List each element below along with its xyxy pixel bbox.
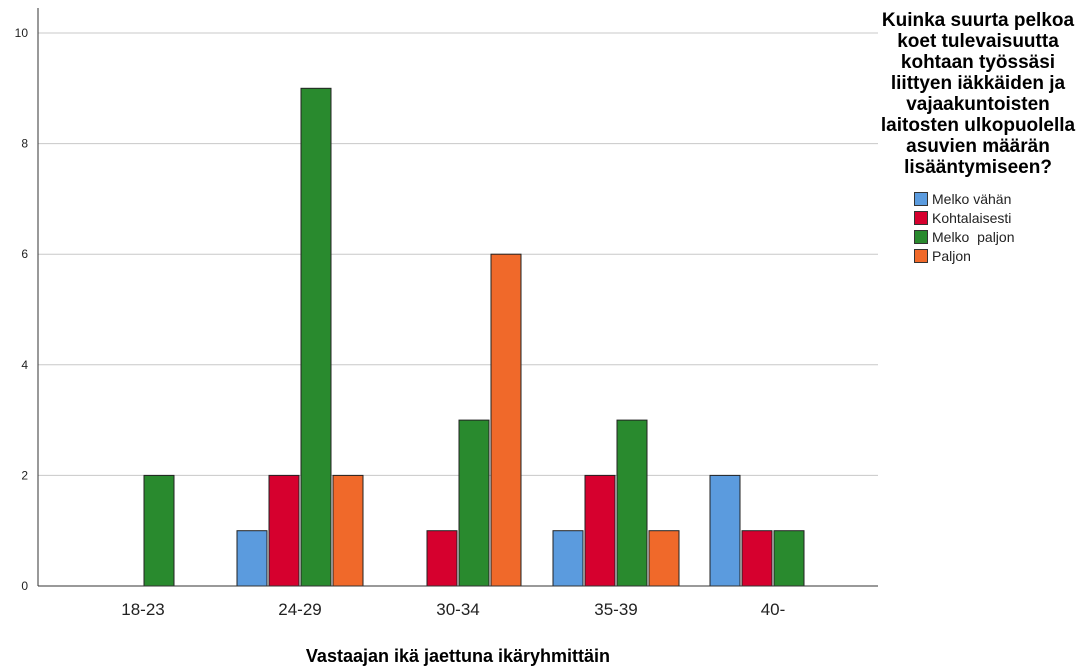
legend-item: Melko vähän — [914, 190, 1078, 208]
bar-35-39-3 — [648, 530, 680, 587]
x-tick-label: 40- — [761, 600, 786, 619]
bar-18-23-2 — [143, 474, 175, 587]
x-tick-label: 30-34 — [436, 600, 479, 619]
bar-24-29-2 — [300, 87, 332, 587]
bar-24-29-1 — [268, 474, 300, 587]
bar-40--2 — [773, 530, 805, 587]
legend-items: Melko vähän Kohtalaisesti Melko paljon Palj… — [878, 190, 1078, 265]
y-tick-label: 10 — [15, 26, 29, 40]
y-tick-labels: 0 2 4 6 8 10 — [15, 26, 29, 593]
x-axis-title: Vastaajan ikä jaettuna ikäryhmittäin — [306, 646, 610, 666]
legend: Kuinka suurta pelkoa koet tulevaisuutta … — [878, 10, 1078, 266]
legend-swatch — [914, 230, 928, 244]
x-tick-label: 18-23 — [121, 600, 164, 619]
y-tick-label: 8 — [21, 137, 28, 151]
x-tick-label: 24-29 — [278, 600, 321, 619]
legend-swatch — [914, 211, 928, 225]
legend-swatch — [914, 249, 928, 263]
x-tick-label: 35-39 — [594, 600, 637, 619]
legend-label: Kohtalaisesti — [932, 210, 1012, 226]
legend-title: Kuinka suurta pelkoa koet tulevaisuutta … — [880, 10, 1076, 178]
bars — [143, 87, 805, 587]
bar-35-39-2 — [616, 419, 648, 587]
legend-label: Paljon — [932, 248, 971, 264]
bar-24-29-0 — [236, 530, 268, 587]
legend-item: Paljon — [914, 247, 1078, 265]
y-tick-label: 0 — [21, 579, 28, 593]
legend-label: Melko vähän — [932, 191, 1012, 207]
x-tick-labels: 18-23 24-29 30-34 35-39 40- — [121, 600, 785, 619]
y-tick-label: 4 — [21, 358, 28, 372]
gridlines — [38, 32, 878, 476]
bar-30-34-3 — [490, 253, 522, 587]
bar-24-29-3 — [332, 474, 364, 587]
legend-label: Melko paljon — [932, 229, 1015, 245]
bar-40--1 — [741, 530, 773, 587]
legend-item: Kohtalaisesti — [914, 209, 1078, 227]
bar-30-34-2 — [458, 419, 490, 587]
y-tick-label: 2 — [21, 468, 28, 482]
bar-40--0 — [709, 474, 741, 587]
bar-35-39-0 — [552, 530, 584, 587]
y-tick-label: 6 — [21, 247, 28, 261]
bar-35-39-1 — [584, 474, 616, 587]
legend-swatch — [914, 192, 928, 206]
legend-item: Melko paljon — [914, 228, 1078, 246]
bar-30-34-1 — [426, 530, 458, 587]
